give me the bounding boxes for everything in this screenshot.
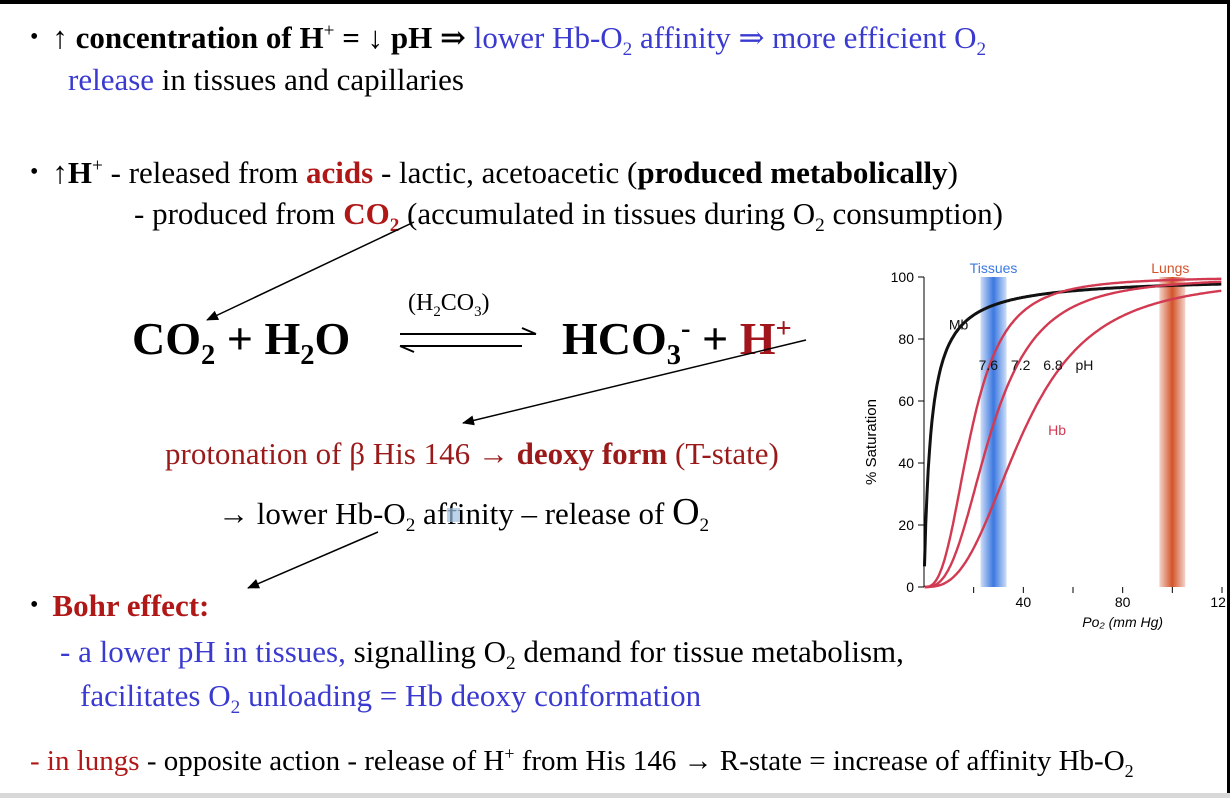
band-tissues — [980, 277, 1007, 587]
bohr-title: • Bohr effect: — [30, 588, 210, 623]
annotation-6-8: 6.8 — [1043, 357, 1063, 373]
y-tick-label: 0 — [906, 579, 914, 595]
bottom-border — [0, 793, 1230, 798]
bohr-line-2: facilitates O2 unloading = Hb deoxy conf… — [80, 678, 702, 719]
lungs-line: - in lungs - opposite action - release o… — [30, 743, 1134, 781]
series-6-8 — [924, 289, 1222, 589]
equation-right: HCO3- + H+ — [562, 313, 792, 372]
bullet-line-1: • ↑ concentration of H+ = ↓ pH ⇒ lower Hb… — [30, 20, 987, 61]
x-tick-label: 80 — [1115, 594, 1131, 610]
bullet-line-2-cont: - produced from CO2 (accumulated in tiss… — [134, 196, 1003, 237]
arrow-co2 — [206, 221, 415, 321]
y-tick-label: 20 — [898, 517, 914, 533]
annotation-hb: Hb — [1048, 422, 1066, 438]
band-lungs — [1159, 277, 1186, 587]
series-7-2 — [924, 280, 1222, 589]
annotation-7-2: 7.2 — [1011, 357, 1031, 373]
y-tick-label: 40 — [898, 455, 914, 471]
x-tick-label: 120 — [1210, 594, 1226, 610]
annotation-ph: pH — [1075, 357, 1093, 373]
series-7-6 — [924, 277, 1222, 589]
y-tick-label: 60 — [898, 393, 914, 409]
x-axis-label: Po₂ (mm Hg) — [1082, 614, 1163, 630]
band-label-lungs: Lungs — [1151, 260, 1189, 276]
annotation-7-6: 7.6 — [979, 357, 999, 373]
annotation-mb: Mb — [949, 317, 969, 333]
x-tick-label: 40 — [1016, 594, 1032, 610]
band-label-tissues: Tissues — [970, 260, 1018, 276]
arrow-bohr — [247, 531, 379, 589]
bullet-line-1-cont: release in tissues and capillaries — [68, 62, 464, 97]
equation-catalyst: (H2CO3) — [408, 290, 490, 320]
y-axis-label: % Saturation — [863, 399, 880, 485]
y-tick-label: 80 — [898, 331, 914, 347]
highlight-mark — [447, 508, 460, 522]
protonation-line: protonation of β His 146 → deoxy form (T… — [165, 436, 779, 471]
right-border — [1227, 0, 1230, 798]
lower-affinity-line: → lower Hb-O2 affinity – release of O2 — [218, 491, 710, 537]
top-border — [0, 0, 1230, 4]
bullet-line-2: • ↑H+ - released from acids - lactic, ace… — [30, 155, 958, 190]
oxygen-dissociation-chart: 0 20 40 60 80 100 40 80 120 Po₂ (mm Hg) % Saturati… — [863, 260, 1226, 630]
equation-left: CO2 + H2O — [132, 313, 351, 372]
y-tick-label: 100 — [891, 269, 915, 285]
bohr-line-1: - a lower pH in tissues, signalling O2 d… — [60, 634, 904, 675]
arrow-hplus — [462, 339, 807, 426]
equilibrium-arrows — [399, 327, 537, 353]
